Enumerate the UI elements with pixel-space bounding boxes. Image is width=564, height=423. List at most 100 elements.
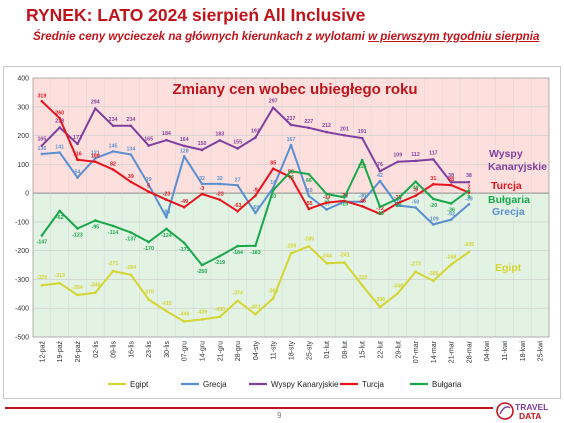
series-point-Egipt — [289, 251, 293, 255]
y-tick-label: 400 — [17, 76, 29, 83]
data-label-Wyspy Kanaryjskie: 227 — [304, 119, 313, 125]
footer-line — [5, 407, 493, 409]
data-label-Egipt: -209 — [286, 243, 297, 249]
series-point-Wyspy Kanaryjskie — [236, 147, 239, 150]
data-label-Turcja: 39 — [128, 174, 134, 180]
series-point-Grecja — [467, 203, 471, 206]
series-point-Turcja — [76, 158, 79, 162]
data-label-Bułgaria: -170 — [143, 246, 154, 252]
data-label-Grecja: -39 — [465, 196, 473, 202]
series-point-Turcja — [414, 194, 417, 198]
legend-label: Egipt — [130, 380, 149, 389]
data-label-Wyspy Kanaryjskie: 76 — [377, 162, 383, 168]
series-point-Turcja — [147, 190, 150, 193]
series-point-Wyspy Kanaryjskie — [396, 160, 400, 164]
data-label-Grecja: -69 — [252, 205, 260, 211]
subtitle-underlined-text: w pierwszym tygodniu sierpnia — [368, 30, 540, 43]
data-label-Turcja: -9 — [253, 188, 258, 194]
series-point-Bułgaria — [307, 172, 311, 176]
series-point-Bułgaria — [129, 231, 133, 234]
series-point-Egipt — [360, 283, 364, 287]
svg-text:DATA: DATA — [519, 411, 541, 421]
data-label-Wyspy Kanaryjskie: 228 — [55, 118, 64, 124]
series-point-Egipt — [325, 262, 328, 265]
data-label-Wyspy Kanaryjskie: 237 — [287, 116, 296, 122]
series-point-Wyspy Kanaryjskie — [93, 107, 97, 110]
series-point-Bułgaria — [378, 205, 382, 209]
series-point-Bułgaria — [271, 188, 275, 192]
series-point-Bułgaria — [325, 192, 328, 196]
series-point-Egipt — [236, 299, 239, 303]
data-label-Egipt: -244 — [321, 253, 332, 259]
data-label-Egipt: -241 — [339, 252, 350, 258]
x-tick-label: 04-kwi — [484, 341, 491, 362]
data-label-Wyspy Kanaryjskie: 150 — [198, 141, 207, 147]
series-point-Bułgaria — [289, 169, 293, 173]
data-label-Egipt: -305 — [428, 271, 439, 277]
series-point-Wyspy Kanaryjskie — [76, 142, 79, 146]
series-point-Wyspy Kanaryjskie — [467, 180, 471, 184]
series-point-Grecja — [76, 176, 79, 179]
series-point-Egipt — [271, 297, 275, 300]
series-point-Egipt — [396, 291, 400, 295]
data-label-Grecja: 141 — [55, 145, 64, 151]
series-point-Wyspy Kanaryjskie — [432, 158, 435, 161]
series-point-Turcja — [343, 199, 346, 203]
series-point-Egipt — [414, 270, 417, 273]
data-label-Wyspy Kanaryjskie: 184 — [162, 131, 171, 137]
series-point-Turcja — [40, 100, 44, 103]
data-label-Wyspy Kanaryjskie: 112 — [411, 152, 420, 158]
data-label-Egipt: -313 — [54, 273, 65, 279]
y-tick-label: 300 — [17, 104, 29, 111]
y-tick-label: 0 — [25, 191, 29, 198]
data-label-Bułgaria: 40 — [413, 186, 419, 192]
page-title: RYNEK: LATO 2024 sierpień All Inclusive — [26, 5, 366, 25]
data-label-Bułgaria: -114 — [108, 230, 118, 236]
data-label-Bułgaria: -219 — [215, 260, 226, 266]
series-end-label: Bułgaria — [488, 194, 530, 206]
series-point-Wyspy Kanaryjskie — [271, 106, 275, 109]
data-label-Bułgaria: -48 — [376, 211, 384, 217]
y-tick-label: -400 — [15, 306, 29, 313]
data-label-Wyspy Kanaryjskie: 234 — [109, 117, 118, 123]
data-label-Turcja: -23 — [163, 192, 171, 198]
legend-label: Turcja — [362, 380, 384, 389]
x-tick-label: 29-lut — [395, 341, 402, 359]
series-point-Turcja — [58, 116, 61, 120]
series-point-Turcja — [129, 180, 133, 184]
data-label-Egipt: -410 — [161, 301, 172, 307]
data-label-Turcja: 2 — [467, 185, 470, 191]
data-label-Wyspy Kanaryjskie: 183 — [215, 131, 224, 137]
data-label-Turcja: 31 — [430, 176, 436, 182]
series-point-Egipt — [378, 305, 382, 309]
series-point-Turcja — [432, 182, 435, 186]
y-tick-label: -200 — [15, 248, 29, 255]
data-label-Grecja: -30 — [358, 194, 366, 200]
series-point-Grecja — [414, 206, 417, 209]
x-tick-label: 07-gru — [182, 341, 189, 361]
data-label-Grecja: 42 — [377, 173, 383, 179]
data-label-Egipt: -446 — [179, 311, 190, 317]
data-label-Turcja: -33 — [323, 195, 331, 201]
y-tick-label: -500 — [15, 335, 29, 342]
series-point-Wyspy Kanaryjskie — [129, 124, 133, 128]
data-label-Bułgaria: -123 — [72, 233, 83, 239]
series-point-Turcja — [325, 201, 328, 204]
series-point-Turcja — [182, 205, 186, 209]
y-tick-label: 200 — [17, 133, 29, 140]
series-point-Egipt — [307, 245, 311, 248]
data-label-Wyspy Kanaryjskie: 212 — [322, 123, 331, 129]
data-label-Wyspy Kanaryjskie: 191 — [358, 129, 367, 135]
data-label-Wyspy Kanaryjskie: 155 — [233, 140, 242, 146]
data-label-Grecja: 167 — [287, 137, 296, 143]
series-point-Turcja — [236, 209, 239, 213]
data-label-Turcja: -9 — [413, 188, 418, 194]
series-point-Turcja — [396, 201, 400, 205]
data-label-Grecja: -84 — [163, 209, 171, 215]
data-label-Bułgaria: 76 — [288, 175, 294, 181]
y-tick-label: -100 — [15, 219, 29, 226]
series-point-Grecja — [449, 218, 453, 221]
negative-band — [33, 193, 549, 337]
data-label-Turcja: 82 — [110, 162, 116, 168]
data-label-Grecja: 54 — [75, 170, 81, 176]
